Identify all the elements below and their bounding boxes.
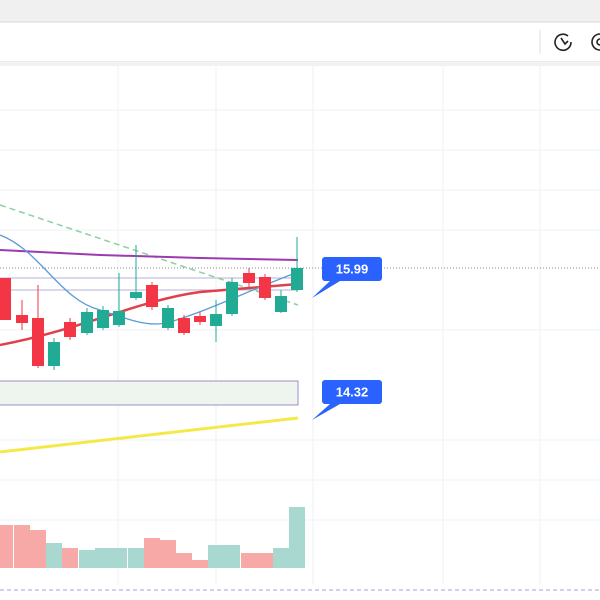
volume: [0, 507, 305, 568]
volume-bar: [62, 548, 78, 568]
volume-bar: [192, 560, 208, 568]
ma-purple: [0, 249, 299, 261]
replay-icon[interactable]: [554, 33, 572, 52]
candle-body: [146, 285, 158, 307]
trend-line: [0, 416, 299, 454]
volume-bar: [176, 553, 192, 568]
volume-bar: [144, 538, 160, 568]
volume-bar: [160, 540, 176, 568]
volume-bar: [128, 548, 144, 568]
label-box: [322, 257, 382, 281]
volume-bar: [111, 548, 127, 568]
divider: [0, 62, 600, 66]
range-box: [0, 380, 299, 406]
candle-body: [243, 273, 255, 283]
candles: [0, 237, 303, 370]
volume-bar: [14, 525, 30, 568]
candle-body: [194, 316, 206, 322]
candle-body: [130, 292, 142, 298]
candle-body: [16, 315, 28, 323]
label-pointer: [312, 404, 340, 420]
price-text: 15.99: [336, 261, 369, 276]
volume-bar: [257, 553, 273, 568]
label-box: [322, 380, 382, 404]
candle-body: [178, 318, 190, 333]
candle-body: [97, 310, 109, 328]
volume-bar: [289, 507, 305, 568]
candle-body: [210, 314, 222, 326]
candle-body: [259, 277, 271, 298]
candle-body: [81, 312, 93, 333]
toolbar: [0, 21, 600, 63]
volume-bar: [30, 530, 46, 568]
volume-bar: [79, 550, 95, 568]
candle-body: [32, 318, 44, 366]
grid: [0, 66, 600, 585]
volume-bar: [241, 553, 257, 568]
volume-bar: [95, 548, 111, 568]
volume-bar: [46, 543, 62, 568]
candle-body: [48, 342, 60, 366]
volume-bar: [224, 545, 240, 568]
volume-bar: [273, 548, 289, 568]
label-pointer: [312, 281, 340, 298]
candle-body: [291, 268, 303, 290]
volume-bar: [208, 545, 224, 568]
candle-body: [64, 322, 76, 337]
candle-body: [162, 308, 174, 328]
price-label: 14.32: [312, 380, 382, 420]
price-text: 14.32: [336, 384, 369, 399]
candle-body: [113, 311, 125, 325]
window-top: [0, 0, 600, 22]
candle-body: [226, 282, 238, 314]
candle-body: [275, 296, 287, 312]
price-label: 15.99: [312, 257, 382, 298]
candle-body: [0, 278, 11, 320]
settings-icon[interactable]: [591, 33, 600, 51]
volume-bar: [0, 525, 13, 568]
